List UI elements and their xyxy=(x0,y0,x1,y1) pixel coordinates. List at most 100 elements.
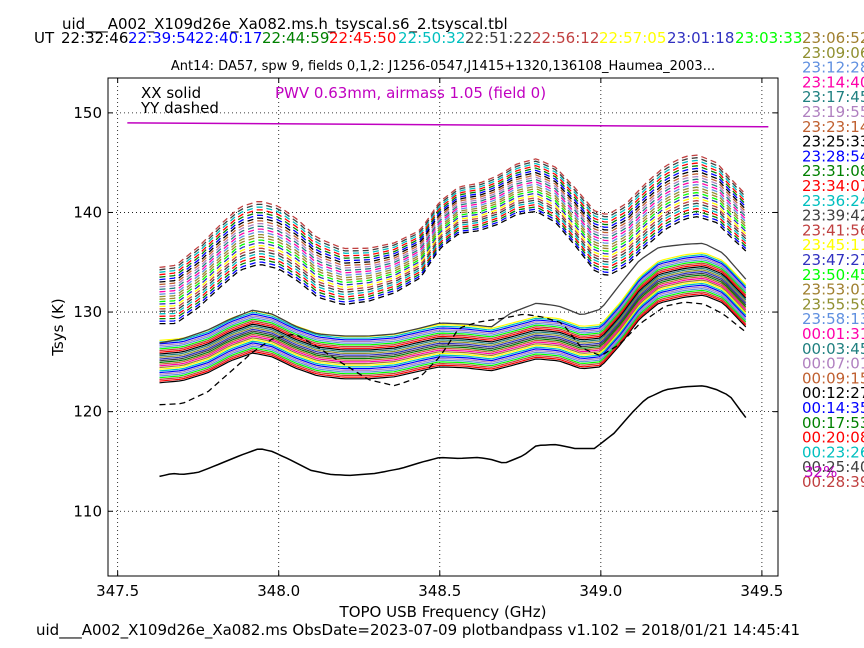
legend-time-label: 23:47:27 xyxy=(802,251,864,269)
y-tick-label: 110 xyxy=(73,502,102,520)
ut-time-label: 22:57:05 xyxy=(599,29,666,47)
scan-time-legend: 23:06:5223:09:0623:12:2823:14:4023:17:45… xyxy=(802,29,864,491)
annotation-pwv: PWV 0.63mm, airmass 1.05 (field 0) xyxy=(275,84,546,102)
yy-dashed-series xyxy=(159,199,747,313)
yy-dashed-series xyxy=(159,162,747,276)
ut-label: UT xyxy=(34,29,55,47)
xx-solid-series xyxy=(159,287,747,377)
chart-title: Ant14: DA57, spw 9, fields 0,1,2: J1256-… xyxy=(171,59,715,74)
legend-time-label: 23:53:01 xyxy=(802,281,864,299)
y-tick-label: 150 xyxy=(73,104,102,122)
legend-time-label: 00:28:39 xyxy=(802,473,864,491)
yy-dashed-series xyxy=(159,170,747,283)
xx-solid-series xyxy=(159,274,747,364)
legend-time-label: 23:19:55 xyxy=(802,103,864,121)
yy-dashed-series xyxy=(159,175,747,288)
xx-solid-series xyxy=(159,291,747,380)
ut-time-row: 22:32:46 22:39:54 22:40:17 22:44:59 22:45:50… xyxy=(61,29,802,47)
legend-time-label: 23:34:07 xyxy=(802,177,864,195)
legend-time-label: 00:01:31 xyxy=(802,325,864,343)
yy-dashed-series xyxy=(159,173,747,286)
x-tick-label: 348.0 xyxy=(257,582,300,600)
legend-time-label: 23:39:42 xyxy=(802,207,864,225)
xx-solid-series xyxy=(159,257,747,347)
x-axis-label: TOPO USB Frequency (GHz) xyxy=(339,603,547,621)
y-axis-label: Tsys (K) xyxy=(49,298,67,357)
yy-dashed-series xyxy=(159,178,747,291)
yy-dashed-series xyxy=(159,165,747,278)
yy-dashed-series xyxy=(159,159,747,273)
legend-time-label: 00:25:40 xyxy=(802,458,864,476)
yy-dashed-series xyxy=(159,157,747,271)
xx-solid-series xyxy=(159,260,747,350)
legend-time-label: 00:03:45 xyxy=(802,340,864,358)
x-tick-label: 348.5 xyxy=(418,582,461,600)
ut-time-label: 22:39:54 xyxy=(128,29,195,47)
legend-time-label: 00:17:53 xyxy=(802,414,864,432)
legend-time-label: 23:58:13 xyxy=(802,310,864,328)
ut-time-label: 23:01:18 xyxy=(667,29,734,47)
x-tick-label: 349.0 xyxy=(579,582,622,600)
ut-time-label: 23:03:33 xyxy=(735,29,802,47)
legend-time-label: 23:55:59 xyxy=(802,295,864,313)
xx-solid-series xyxy=(159,276,747,365)
ut-time-label: 22:50:32 xyxy=(398,29,465,47)
legend-time-label: 00:14:35 xyxy=(802,399,864,417)
xx-solid-series-low xyxy=(159,385,747,478)
legend-time-label: 23:14:40 xyxy=(802,73,864,91)
annotation-xx: XX solid xyxy=(141,84,201,102)
ut-time-label: 22:40:17 xyxy=(195,29,262,47)
xx-solid-series-outlier xyxy=(159,242,747,344)
pwv-transmission-line xyxy=(127,122,769,128)
xx-solid-series xyxy=(159,272,747,362)
xx-solid-series xyxy=(159,293,747,382)
y-tick-label: 120 xyxy=(73,403,102,421)
legend-time-label: 23:09:06 xyxy=(802,44,864,62)
yy-dashed-series xyxy=(159,167,747,281)
y-tick-label: 130 xyxy=(73,303,102,321)
percent-label: 32% xyxy=(804,463,837,481)
legend-time-label: 23:31:08 xyxy=(802,162,864,180)
plot-area: 347.5 348.0 348.5 349.0 349.5 110 120 130 140 150 xyxy=(73,77,783,600)
legend-time-label: 23:23:14 xyxy=(802,118,864,136)
ut-time-label: 22:51:22 xyxy=(465,29,532,47)
x-tick-label: 347.5 xyxy=(96,582,139,600)
xx-solid-series xyxy=(159,281,747,370)
legend-time-label: 23:17:45 xyxy=(802,88,864,106)
legend-time-label: 23:50:45 xyxy=(802,266,864,284)
ut-time-label: 22:44:59 xyxy=(262,29,329,47)
legend-time-label: 23:06:52 xyxy=(802,29,864,47)
x-tick-label: 349.5 xyxy=(740,582,783,600)
xx-solid-series xyxy=(159,265,747,355)
xx-solid-series xyxy=(159,270,747,360)
legend-time-label: 00:20:08 xyxy=(802,429,864,447)
annotation-yy: YY dashed xyxy=(140,99,219,117)
axis-ticks: 347.5 348.0 348.5 349.0 349.5 110 120 130 140 150 xyxy=(73,78,783,600)
xx-solid-series xyxy=(159,264,747,353)
xx-solid-series xyxy=(159,294,747,384)
legend-time-label: 23:28:54 xyxy=(802,147,864,165)
yy-dashed-series xyxy=(159,154,747,269)
legend-time-label: 23:25:33 xyxy=(802,133,864,151)
xx-solid-series xyxy=(159,269,747,358)
xx-solid-series xyxy=(159,262,747,352)
xx-solid-series xyxy=(159,254,747,343)
legend-time-label: 00:12:27 xyxy=(802,384,864,402)
xx-solid-series xyxy=(159,277,747,367)
series-group xyxy=(127,122,769,478)
yy-dashed-series xyxy=(159,210,747,325)
y-tick-label: 140 xyxy=(73,203,102,221)
ut-time-label: 22:56:12 xyxy=(532,29,599,47)
xx-solid-series xyxy=(159,284,747,374)
yy-dashed-series xyxy=(159,181,747,293)
table-title: uid___A002_X109d26e_Xa082.ms.h_tsyscal.s… xyxy=(62,15,508,34)
legend-time-label: 00:23:26 xyxy=(802,443,864,461)
ut-time-label: 22:32:46 xyxy=(61,29,128,47)
xx-solid-series xyxy=(159,289,747,379)
xx-solid-series xyxy=(159,286,747,375)
plot-frame xyxy=(107,77,779,577)
grid-lines xyxy=(108,78,778,576)
xx-solid-series xyxy=(159,282,747,372)
legend-time-label: 23:41:56 xyxy=(802,221,864,239)
